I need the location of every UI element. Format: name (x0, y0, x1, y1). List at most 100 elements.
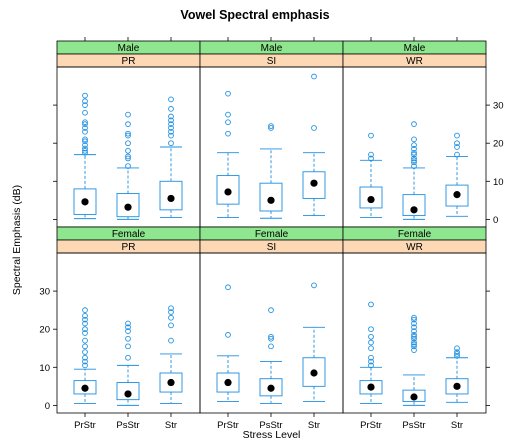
outlier-point (82, 125, 88, 131)
outlier-point (125, 147, 131, 154)
outlier-point (454, 144, 460, 150)
x-tick-label: PrStr (360, 420, 382, 431)
outlier-point (454, 151, 460, 158)
median-dot (410, 206, 418, 214)
y-tick-label-right: 0 (493, 215, 498, 226)
outlier-point (82, 349, 88, 355)
y-axis-label: Spectral Emphasis (dB) (11, 185, 23, 295)
outlier-point (411, 121, 417, 127)
strip-gender-label: Female (398, 229, 432, 240)
x-tick-label: Str (165, 420, 177, 431)
outlier-point (225, 111, 231, 118)
x-tick-label: PrStr (74, 420, 96, 431)
outlier-point (125, 335, 131, 342)
box-str (302, 73, 326, 217)
median-dot (453, 382, 461, 390)
chart-title: Vowel Spectral emphasis (180, 8, 330, 22)
box-prstr (359, 301, 383, 404)
outlier-point (225, 130, 231, 137)
box-str (302, 282, 326, 403)
outlier-point (368, 132, 374, 139)
outlier-point (125, 140, 131, 147)
outlier-point (368, 155, 374, 162)
y-tick-label-left: 0 (45, 401, 50, 412)
y-tick-label-left: 10 (39, 363, 50, 374)
box-iqr (259, 182, 283, 212)
outlier-point (368, 339, 374, 346)
box-str (445, 345, 469, 403)
outlier-point (454, 140, 460, 147)
outlier-point (268, 335, 274, 342)
outlier-point (82, 147, 88, 154)
outlier-point (82, 136, 88, 143)
box-str (159, 305, 183, 404)
outlier-point (411, 343, 417, 350)
outlier-point (82, 92, 88, 99)
box-iqr (359, 380, 383, 395)
panel-female-wr: Female WR (342, 226, 487, 414)
outlier-point (411, 328, 417, 334)
strip-gender-label: Female (112, 229, 146, 240)
outlier-point (125, 155, 131, 162)
outlier-point (411, 151, 417, 158)
outlier-point (368, 345, 374, 352)
outlier-point (82, 358, 88, 365)
box-iqr (73, 380, 97, 395)
strip-level-label: SI (267, 242, 276, 253)
outlier-point (225, 284, 231, 291)
y-tick-label-right: 10 (493, 177, 504, 188)
median-dot (367, 195, 375, 204)
outlier-point (454, 132, 460, 139)
outlier-point (82, 326, 88, 333)
outlier-point (168, 140, 174, 147)
box-iqr (116, 382, 140, 401)
median-dot (310, 369, 318, 377)
box-str (445, 132, 469, 217)
outlier-point (82, 343, 88, 350)
outlier-point (82, 138, 88, 145)
outlier-point (411, 163, 417, 169)
outlier-point (368, 358, 374, 365)
strip-level-label: SI (267, 56, 276, 67)
outlier-point (225, 90, 231, 97)
outlier-point (168, 305, 174, 312)
outlier-point (82, 320, 88, 327)
panel-male-si: Male SI (199, 40, 344, 228)
outlier-point (82, 119, 88, 126)
box-prstr (359, 132, 383, 218)
x-tick-label: PrStr (217, 420, 239, 431)
panel-female-pr: Female PR (56, 226, 201, 414)
box-psstr (259, 307, 283, 404)
median-dot (81, 198, 89, 206)
box-psstr (116, 320, 140, 406)
outlier-point (411, 324, 417, 331)
outlier-point (168, 309, 174, 315)
box-psstr (116, 111, 140, 220)
y-tick-label-left: 20 (39, 325, 50, 336)
strip-level-label: WR (406, 56, 423, 67)
outlier-point (268, 343, 274, 350)
outlier-point (411, 320, 417, 327)
box-iqr (445, 378, 469, 395)
outlier-point (125, 324, 131, 331)
strip-gender-label: Female (255, 229, 289, 240)
outlier-point (411, 341, 417, 348)
y-tick-label-right: 20 (493, 139, 504, 150)
box-iqr (159, 372, 183, 393)
outlier-point (82, 149, 88, 156)
median-dot (124, 203, 132, 211)
box-prstr (216, 284, 240, 403)
strip-gender-label: Male (261, 43, 283, 54)
outlier-point (411, 157, 417, 164)
outlier-point (125, 343, 131, 350)
median-dot (224, 188, 232, 196)
median-dot (367, 383, 375, 391)
outlier-point (125, 320, 131, 327)
outlier-point (168, 117, 174, 124)
outlier-point (454, 351, 460, 357)
box-psstr (402, 314, 426, 406)
outlier-point (168, 314, 174, 321)
outlier-point (125, 111, 131, 118)
outlier-point (82, 316, 88, 323)
box-iqr (302, 357, 326, 387)
